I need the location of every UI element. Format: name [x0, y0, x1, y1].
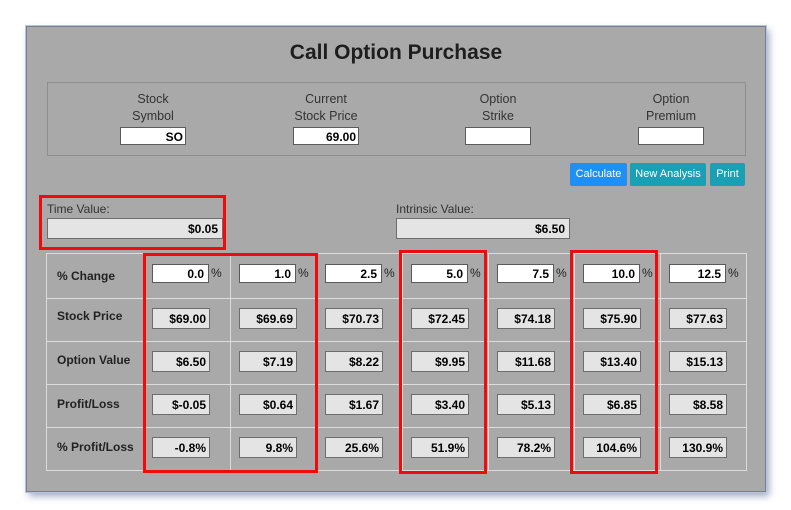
row-label-pct-change: % Change [57, 269, 116, 283]
row-label-pct-profit-loss: % Profit/Loss [57, 440, 134, 454]
profit-loss-cell: $3.40 [411, 394, 469, 415]
new-analysis-button[interactable]: New Analysis [630, 163, 706, 186]
call-option-panel: Call Option Purchase Stock Symbol SO Cur… [26, 26, 766, 492]
stock-price-cell: $72.45 [411, 308, 469, 329]
table-row: Profit/Loss [47, 384, 746, 428]
table-row: % Profit/Loss [47, 427, 746, 471]
profit-loss-cell: $6.85 [583, 394, 641, 415]
option-value-cell: $8.22 [325, 351, 383, 372]
column-divider [230, 254, 231, 470]
stock-price-cell: $74.18 [497, 308, 555, 329]
stock-price-cell: $69.00 [152, 308, 210, 329]
pct-change-input[interactable]: 5.0 [411, 264, 468, 283]
percent-sign: % [298, 266, 309, 280]
option-premium-input[interactable] [638, 127, 704, 145]
current-price-label-1: Current [305, 92, 347, 106]
row-label-profit-loss: Profit/Loss [57, 397, 120, 411]
time-value-output: $0.05 [47, 218, 223, 239]
page-title: Call Option Purchase [289, 41, 503, 64]
percent-sign: % [642, 266, 653, 280]
time-value-label: Time Value: [47, 202, 110, 216]
percent-sign: % [384, 266, 395, 280]
pct-change-input[interactable]: 2.5 [325, 264, 382, 283]
pct-profit-loss-cell: 25.6% [325, 437, 383, 458]
highlight-box-2 [399, 250, 487, 474]
percent-sign: % [211, 266, 222, 280]
column-divider [488, 254, 489, 470]
stock-symbol-label-1: Stock [137, 92, 169, 106]
pct-profit-loss-cell: 78.2% [497, 437, 555, 458]
stock-symbol-field: Stock Symbol SO [68, 91, 238, 145]
option-value-cell: $6.50 [152, 351, 210, 372]
intrinsic-value-label: Intrinsic Value: [396, 202, 474, 216]
option-premium-label-1: Option [652, 92, 690, 106]
print-button[interactable]: Print [710, 163, 745, 186]
current-price-label-2: Stock Price [294, 109, 358, 123]
pct-change-input[interactable]: 1.0 [239, 264, 296, 283]
percent-sign: % [728, 266, 739, 280]
profit-loss-cell: $5.13 [497, 394, 555, 415]
option-strike-input[interactable] [465, 127, 531, 145]
intrinsic-value-output: $6.50 [396, 218, 570, 239]
profit-loss-cell: $8.58 [669, 394, 727, 415]
profit-loss-cell: $1.67 [325, 394, 383, 415]
option-strike-label-2: Strike [482, 109, 514, 123]
pct-change-input[interactable]: 12.5 [669, 264, 726, 283]
highlight-box-1 [143, 253, 318, 473]
row-label-option-value: Option Value [57, 353, 131, 367]
option-strike-field: Option Strike [413, 91, 583, 145]
row-label-stock-price: Stock Price [57, 309, 123, 323]
profit-loss-cell: $0.64 [239, 394, 297, 415]
table-row: Option Value [47, 341, 746, 385]
table-row: % Change [47, 254, 746, 298]
option-value-cell: $9.95 [411, 351, 469, 372]
option-value-cell: $11.68 [497, 351, 555, 372]
option-value-cell: $15.13 [669, 351, 727, 372]
pct-profit-loss-cell: 51.9% [411, 437, 469, 458]
pct-profit-loss-cell: 9.8% [239, 437, 297, 458]
column-divider [660, 254, 661, 470]
option-value-cell: $13.40 [583, 351, 641, 372]
sensitivity-table: % Change Stock Price Option Value Profit… [46, 253, 747, 471]
current-price-input[interactable]: 69.00 [293, 127, 359, 145]
stock-price-cell: $70.73 [325, 308, 383, 329]
table-row: Stock Price [47, 298, 746, 342]
intrinsic-value-group: Intrinsic Value: $6.50 [396, 202, 570, 239]
stock-price-cell: $69.69 [239, 308, 297, 329]
option-value-cell: $7.19 [239, 351, 297, 372]
percent-sign: % [556, 266, 567, 280]
time-value-highlight [39, 195, 226, 250]
pct-profit-loss-cell: -0.8% [152, 437, 210, 458]
current-price-field: Current Stock Price 69.00 [241, 91, 411, 145]
stock-price-cell: $75.90 [583, 308, 641, 329]
pct-profit-loss-cell: 130.9% [669, 437, 727, 458]
stock-symbol-label-2: Symbol [132, 109, 174, 123]
calculate-button[interactable]: Calculate [570, 163, 627, 186]
option-premium-field: Option Premium [586, 91, 756, 145]
pct-change-input[interactable]: 7.5 [497, 264, 554, 283]
stock-symbol-input[interactable]: SO [120, 127, 186, 145]
column-divider [574, 254, 575, 470]
option-strike-label-1: Option [479, 92, 517, 106]
pct-change-input[interactable]: 10.0 [583, 264, 640, 283]
input-section: Stock Symbol SO Current Stock Price 69.0… [47, 82, 746, 156]
stock-price-cell: $77.63 [669, 308, 727, 329]
pct-profit-loss-cell: 104.6% [583, 437, 641, 458]
pct-change-input[interactable]: 0.0 [152, 264, 209, 283]
column-divider [402, 254, 403, 470]
profit-loss-cell: $-0.05 [152, 394, 210, 415]
option-premium-label-2: Premium [645, 109, 696, 123]
percent-sign: % [470, 266, 481, 280]
highlight-box-3 [570, 250, 658, 474]
time-value-group: Time Value: $0.05 [47, 202, 223, 239]
